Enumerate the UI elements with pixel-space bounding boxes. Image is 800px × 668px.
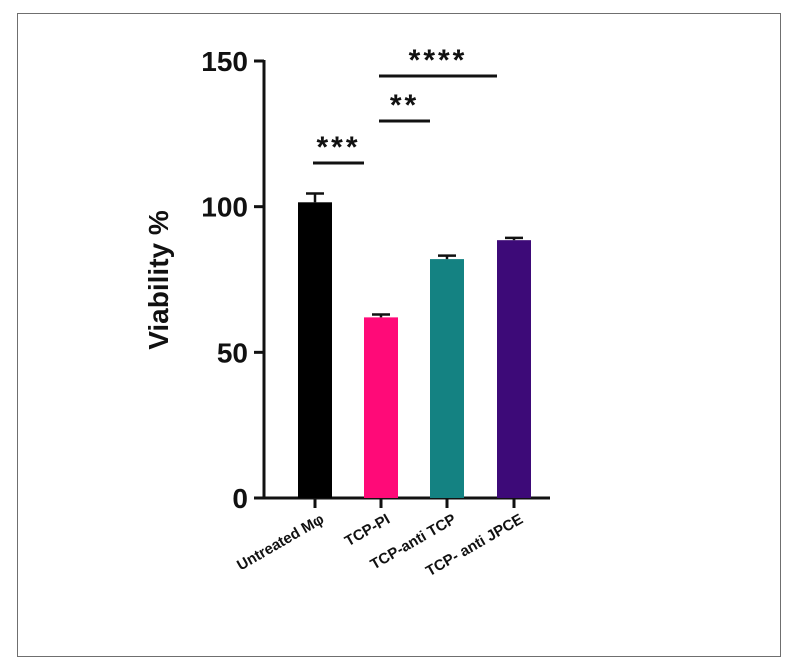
y-tick-label: 150	[201, 46, 248, 77]
figure-frame	[17, 13, 781, 657]
bar	[364, 317, 398, 498]
y-axis-title: Viability %	[143, 210, 174, 350]
x-tick-label: Untreated Mφ	[234, 511, 327, 575]
x-tick-label: TCP-PI	[342, 511, 393, 550]
significance-label: **	[390, 89, 419, 122]
significance-label: ***	[316, 131, 360, 164]
bar	[298, 202, 332, 498]
bar	[430, 259, 464, 498]
y-tick-label: 100	[201, 192, 248, 223]
y-tick-label: 0	[232, 483, 248, 514]
y-tick-label: 50	[217, 337, 248, 368]
significance-label: ****	[409, 44, 468, 77]
bar	[497, 240, 531, 499]
